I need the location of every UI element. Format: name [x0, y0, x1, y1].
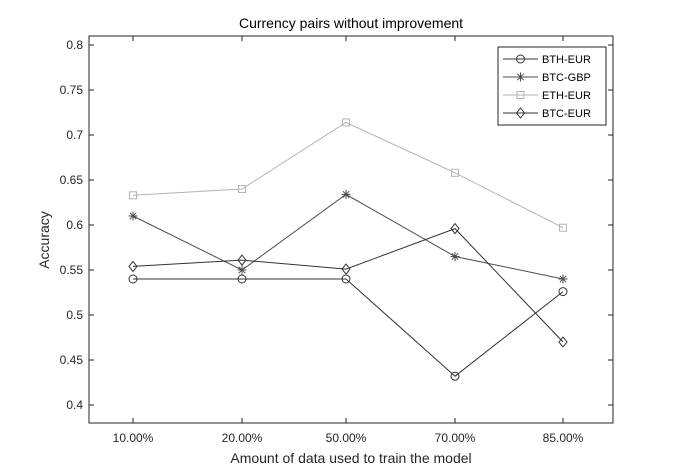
legend-label-btc-gbp: BTC-GBP	[542, 72, 591, 84]
legend-box	[497, 46, 607, 126]
data-point-bth-eur	[128, 274, 138, 284]
legend: BTH-EUR BTC-GBP ETH-EUR BTC-EUR	[497, 46, 607, 126]
data-point-btc-eur	[341, 263, 351, 275]
data-point-btc-eur	[450, 222, 460, 235]
series-layer	[128, 118, 568, 381]
data-point-bth-eur-shape	[128, 274, 138, 284]
y-tick-label: 0.8	[66, 38, 83, 52]
legend-item-eth-eur: ETH-EUR	[503, 90, 591, 102]
series-line-eth-eur	[132, 121, 564, 229]
legend-marker-eth-eur-shape	[516, 91, 525, 99]
data-point-eth-eur-shape	[342, 118, 350, 127]
data-point-btc-gbp-stroke	[238, 266, 246, 274]
legend-marker-btc-eur	[515, 107, 526, 119]
x-tick-label: 70.00%	[435, 431, 476, 445]
data-point-btc-eur-shape	[128, 260, 138, 273]
legend-label-eth-eur: ETH-EUR	[542, 90, 591, 102]
data-point-eth-eur	[238, 185, 246, 193]
data-point-btc-eur	[128, 260, 138, 273]
data-point-eth-eur-shape	[559, 223, 567, 232]
legend-marker-bth-eur	[516, 54, 525, 64]
legend-label-bth-eur: BTH-EUR	[542, 54, 591, 66]
y-tick-label: 0.5	[66, 308, 83, 322]
data-point-bth-eur-shape	[341, 274, 351, 284]
data-point-btc-gbp	[558, 274, 568, 284]
data-point-btc-eur-shape	[341, 263, 351, 275]
y-tick-label: 0.65	[60, 173, 84, 187]
y-axis-title: Accuracy	[36, 211, 52, 269]
series-line-btc-eur	[132, 228, 564, 343]
data-point-btc-gbp-stroke	[342, 190, 350, 198]
y-tick-label: 0.45	[60, 353, 84, 367]
y-tick-label: 0.4	[66, 398, 83, 412]
legend-marker-bth-eur-shape	[516, 54, 525, 64]
data-point-bth-eur-shape	[558, 287, 568, 297]
x-tick-label: 10.00%	[113, 431, 154, 445]
data-point-bth-eur-shape	[237, 274, 247, 284]
y-tick-label: 0.75	[60, 83, 84, 97]
series-line-bth-eur	[133, 278, 564, 377]
series-eth-eur	[129, 118, 567, 232]
legend-marker-eth-eur	[516, 91, 525, 99]
data-point-eth-eur-shape	[451, 168, 459, 177]
data-point-btc-gbp-stroke	[451, 252, 459, 261]
data-point-btc-gbp	[450, 252, 460, 261]
data-point-eth-eur-shape	[129, 191, 137, 200]
x-tick-label: 85.00%	[543, 431, 584, 445]
x-tick-label: 20.00%	[222, 431, 263, 445]
series-bth-eur	[128, 274, 568, 381]
data-point-eth-eur	[559, 223, 567, 232]
x-axis-title: Amount of data used to train the model	[230, 450, 471, 466]
data-point-eth-eur	[342, 118, 350, 127]
data-point-btc-eur-shape	[558, 336, 568, 348]
legend-marker-btc-gbp-stroke	[516, 73, 525, 81]
data-point-btc-eur	[237, 254, 247, 266]
series-btc-gbp	[128, 189, 568, 284]
data-point-bth-eur-shape	[450, 371, 460, 381]
data-point-btc-gbp-stroke	[559, 275, 567, 283]
legend-item-btc-gbp: BTC-GBP	[503, 72, 591, 84]
data-point-btc-gbp	[341, 189, 351, 199]
data-point-bth-eur	[558, 287, 568, 297]
data-point-eth-eur-shape	[238, 185, 246, 193]
legend-marker-btc-eur-shape	[515, 107, 526, 119]
data-point-btc-gbp	[128, 211, 138, 221]
y-tick-label: 0.7	[66, 128, 83, 142]
y-tick-label: 0.6	[66, 218, 83, 232]
data-point-btc-gbp-stroke	[129, 212, 137, 220]
legend-item-bth-eur: BTH-EUR	[503, 54, 591, 66]
data-point-btc-gbp	[237, 265, 247, 275]
data-point-bth-eur	[450, 371, 460, 381]
axes-ticks: 0.4 0.45 0.5 0.55 0.6 0.65 0.7 0.75 0.8 10.00% 20.…	[60, 36, 613, 445]
data-point-eth-eur	[129, 191, 137, 200]
series-btc-eur	[128, 222, 568, 348]
legend-item-btc-eur: BTC-EUR	[503, 107, 591, 120]
data-point-bth-eur	[237, 274, 247, 284]
data-point-bth-eur	[341, 274, 351, 284]
x-tick-label: 50.00%	[326, 431, 367, 445]
legend-marker-btc-gbp	[516, 72, 525, 82]
chart-title: Currency pairs without improvement	[239, 15, 463, 31]
data-point-btc-eur-shape	[237, 254, 247, 266]
data-point-eth-eur	[451, 168, 459, 177]
y-tick-label: 0.55	[60, 263, 84, 277]
data-point-btc-eur	[558, 336, 568, 348]
legend-label-btc-eur: BTC-EUR	[542, 108, 591, 120]
data-point-btc-eur-shape	[450, 222, 460, 235]
